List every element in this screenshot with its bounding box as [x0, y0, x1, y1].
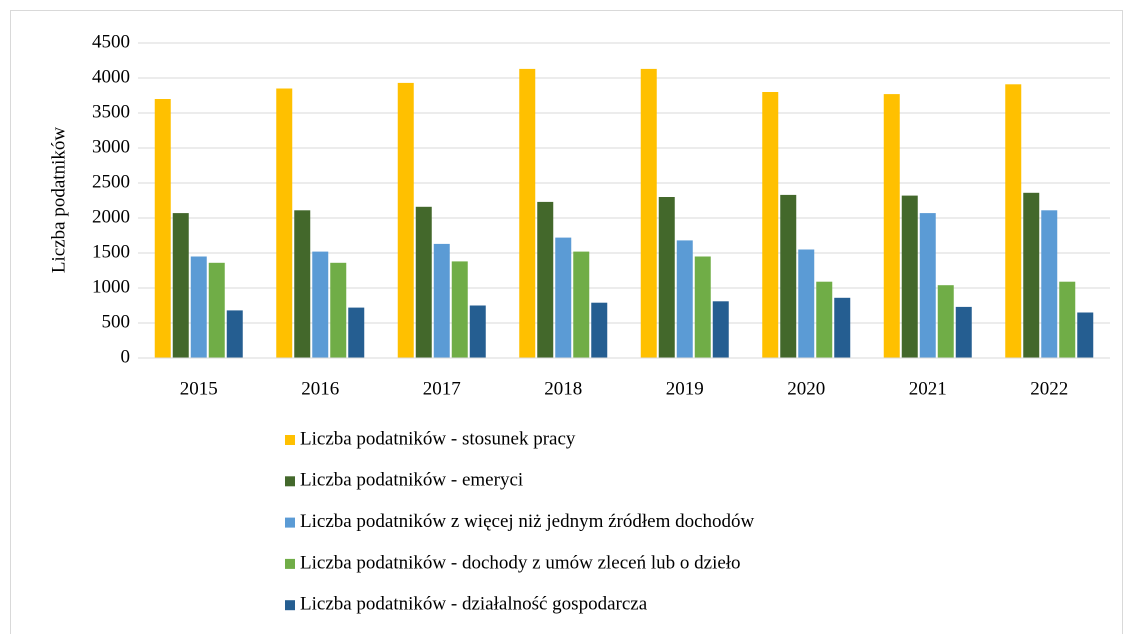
bar [208, 262, 225, 358]
bar [469, 305, 486, 358]
bar [573, 251, 590, 358]
bar [226, 310, 243, 358]
bar [901, 195, 918, 358]
bar [798, 249, 815, 358]
bar [555, 237, 572, 358]
bar [276, 88, 293, 358]
bar [816, 281, 833, 358]
legend-label: Liczba podatników z więcej niż jednym źr… [300, 511, 755, 532]
bar [1023, 192, 1040, 358]
legend-label: Liczba podatników - działalność gospodar… [300, 594, 648, 615]
legend-label: Liczba podatników - dochody z umów zlece… [300, 552, 741, 573]
bar [537, 201, 554, 358]
y-tick-label: 3000 [92, 136, 130, 157]
bar [397, 82, 414, 359]
y-tick-label: 1500 [92, 241, 130, 262]
bar [330, 262, 347, 358]
bar [294, 210, 311, 358]
y-tick-label: 2500 [92, 171, 130, 192]
bar [1041, 210, 1058, 358]
bar [154, 99, 171, 358]
bar [591, 302, 608, 358]
y-tick-label: 2000 [92, 206, 130, 227]
bar [676, 240, 693, 358]
x-tick-label: 2019 [666, 378, 704, 399]
legend-label: Liczba podatników - stosunek pracy [300, 428, 576, 449]
bar [348, 307, 365, 358]
bar [780, 194, 797, 358]
y-tick-label: 0 [121, 346, 131, 367]
bar [1059, 281, 1076, 358]
y-tick-label: 500 [102, 311, 131, 332]
bar [762, 92, 779, 358]
x-tick-label: 2016 [301, 378, 339, 399]
y-tick-label: 1000 [92, 276, 130, 297]
x-tick-label: 2020 [787, 378, 825, 399]
y-tick-label: 3500 [92, 101, 130, 122]
x-tick-label: 2021 [909, 378, 947, 399]
legend-label: Liczba podatników - emeryci [300, 470, 523, 491]
y-tick-label: 4000 [92, 66, 130, 87]
bar [415, 206, 432, 358]
bar [312, 251, 329, 358]
bar [658, 197, 675, 358]
x-tick-label: 2022 [1030, 378, 1068, 399]
legend-swatch [285, 600, 295, 611]
legend-swatch [285, 558, 295, 569]
x-tick-label: 2018 [544, 378, 582, 399]
bar [451, 261, 468, 358]
legend-swatch [285, 517, 295, 528]
bar [519, 68, 536, 359]
legend-swatch [285, 435, 295, 445]
bar [834, 297, 851, 358]
bar [883, 94, 900, 358]
x-tick-label: 2015 [180, 378, 218, 399]
bar [955, 306, 972, 358]
x-tick-label: 2017 [423, 378, 461, 399]
y-axis-label: Liczba podatników [48, 127, 69, 273]
bar [937, 285, 954, 358]
bar [433, 243, 450, 358]
bar [640, 68, 657, 359]
bar [712, 301, 729, 358]
bar [1005, 84, 1022, 359]
y-tick-label: 4500 [92, 31, 130, 52]
bar [694, 256, 711, 358]
bar [190, 256, 207, 358]
bar [919, 213, 936, 358]
bar [1077, 312, 1094, 358]
legend-swatch [285, 476, 295, 487]
bar [172, 213, 189, 358]
